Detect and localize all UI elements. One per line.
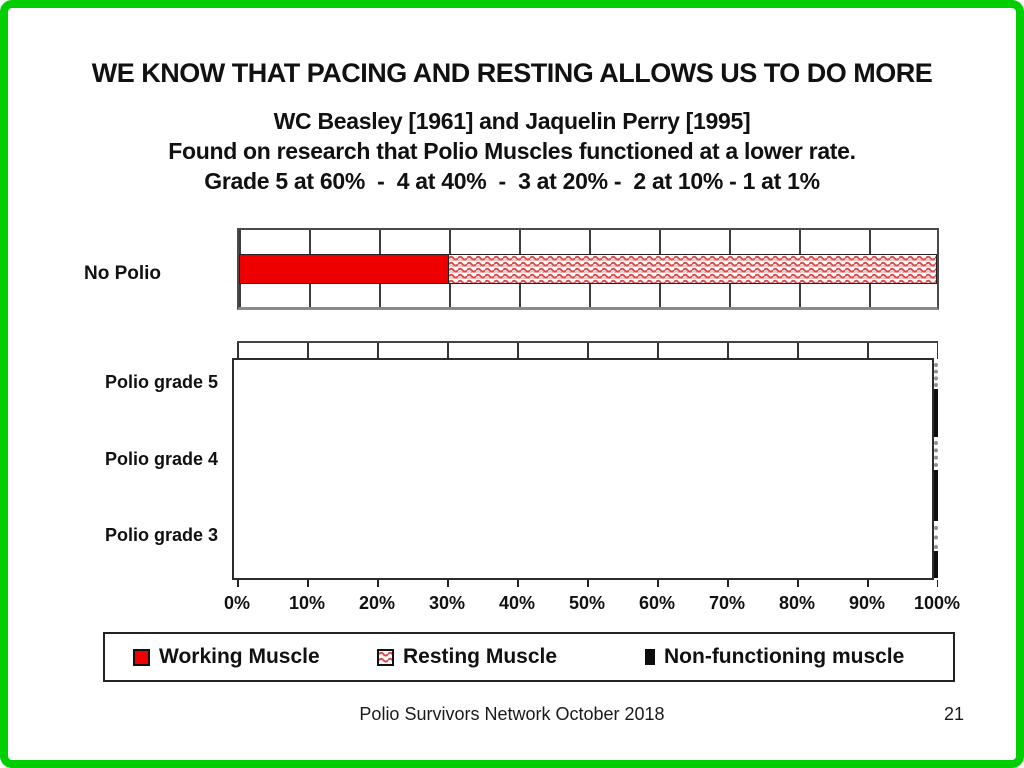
nonfunctioning-sliver-grade-3 xyxy=(934,551,938,578)
x-axis-label-30: 30% xyxy=(428,593,466,613)
bar-segment-working-muscle xyxy=(239,254,449,284)
x-axis-label-70: 70% xyxy=(708,593,746,613)
resting-sliver-grade-5 xyxy=(934,363,938,387)
legend-label-resting: Resting Muscle xyxy=(403,645,558,668)
x-axis-label-100: 100% xyxy=(913,593,961,613)
resting-pattern-graphic xyxy=(449,255,936,283)
chart-polio-grades-plot-area xyxy=(232,358,934,580)
category-label-polio-grade-3: Polio grade 3 xyxy=(104,525,218,545)
category-label-no-polio: No Polio xyxy=(83,263,162,284)
footer-text: Polio Survivors Network October 2018 xyxy=(359,704,665,724)
resting-muscle-swatch-icon xyxy=(377,648,394,666)
category-label-polio-grade-5: Polio grade 5 xyxy=(104,372,218,392)
x-axis-label-50: 50% xyxy=(568,593,606,613)
subtitle-line-1: WC Beasley [1961] and Jaquelin Perry [19… xyxy=(273,108,751,134)
legend-label-nonfunctioning: Non-functioning muscle xyxy=(664,645,905,668)
subtitle-line-3: Grade 5 at 60% - 4 at 40% - 3 at 20% - 2… xyxy=(204,168,820,194)
working-muscle-swatch-icon xyxy=(133,648,150,666)
legend-item-working-muscle: Working Muscle xyxy=(133,634,320,680)
x-axis-label-0: 0% xyxy=(223,593,250,613)
legend-item-nonfunctioning-muscle: Non-functioning muscle xyxy=(645,634,904,680)
nonfunctioning-sliver-grade-5 xyxy=(934,389,938,437)
x-axis-label-60: 60% xyxy=(638,593,676,613)
legend-box: Working Muscle Resting Muscle Non-functi… xyxy=(103,632,955,682)
bar-segment-resting-muscle xyxy=(448,254,937,284)
slide-title: WE KNOW THAT PACING AND RESTING ALLOWS U… xyxy=(91,58,933,88)
bar-row-no-polio xyxy=(239,254,937,284)
resting-sliver-grade-4 xyxy=(934,441,938,467)
nonfunctioning-sliver-grade-4 xyxy=(934,470,938,521)
subtitle-line-2: Found on research that Polio Muscles fun… xyxy=(168,138,856,164)
page-number: 21 xyxy=(943,704,964,724)
resting-sliver-grade-3 xyxy=(934,526,938,549)
legend-item-resting-muscle: Resting Muscle xyxy=(377,634,557,680)
chart-polio-grades-gridline-strip xyxy=(237,341,938,359)
x-axis-label-40: 40% xyxy=(498,593,536,613)
x-axis-label-80: 80% xyxy=(778,593,816,613)
chart-no-polio xyxy=(237,228,939,310)
x-axis-tick-marks xyxy=(237,580,938,587)
category-label-polio-grade-4: Polio grade 4 xyxy=(104,449,218,469)
x-axis-label-20: 20% xyxy=(358,593,396,613)
slide-subtitle: WC Beasley [1961] and Jaquelin Perry [19… xyxy=(0,106,1024,196)
x-axis-label-90: 90% xyxy=(848,593,886,613)
legend-label-working: Working Muscle xyxy=(159,645,320,668)
nonfunctioning-muscle-swatch-icon xyxy=(645,649,655,665)
x-axis-label-10: 10% xyxy=(288,593,326,613)
